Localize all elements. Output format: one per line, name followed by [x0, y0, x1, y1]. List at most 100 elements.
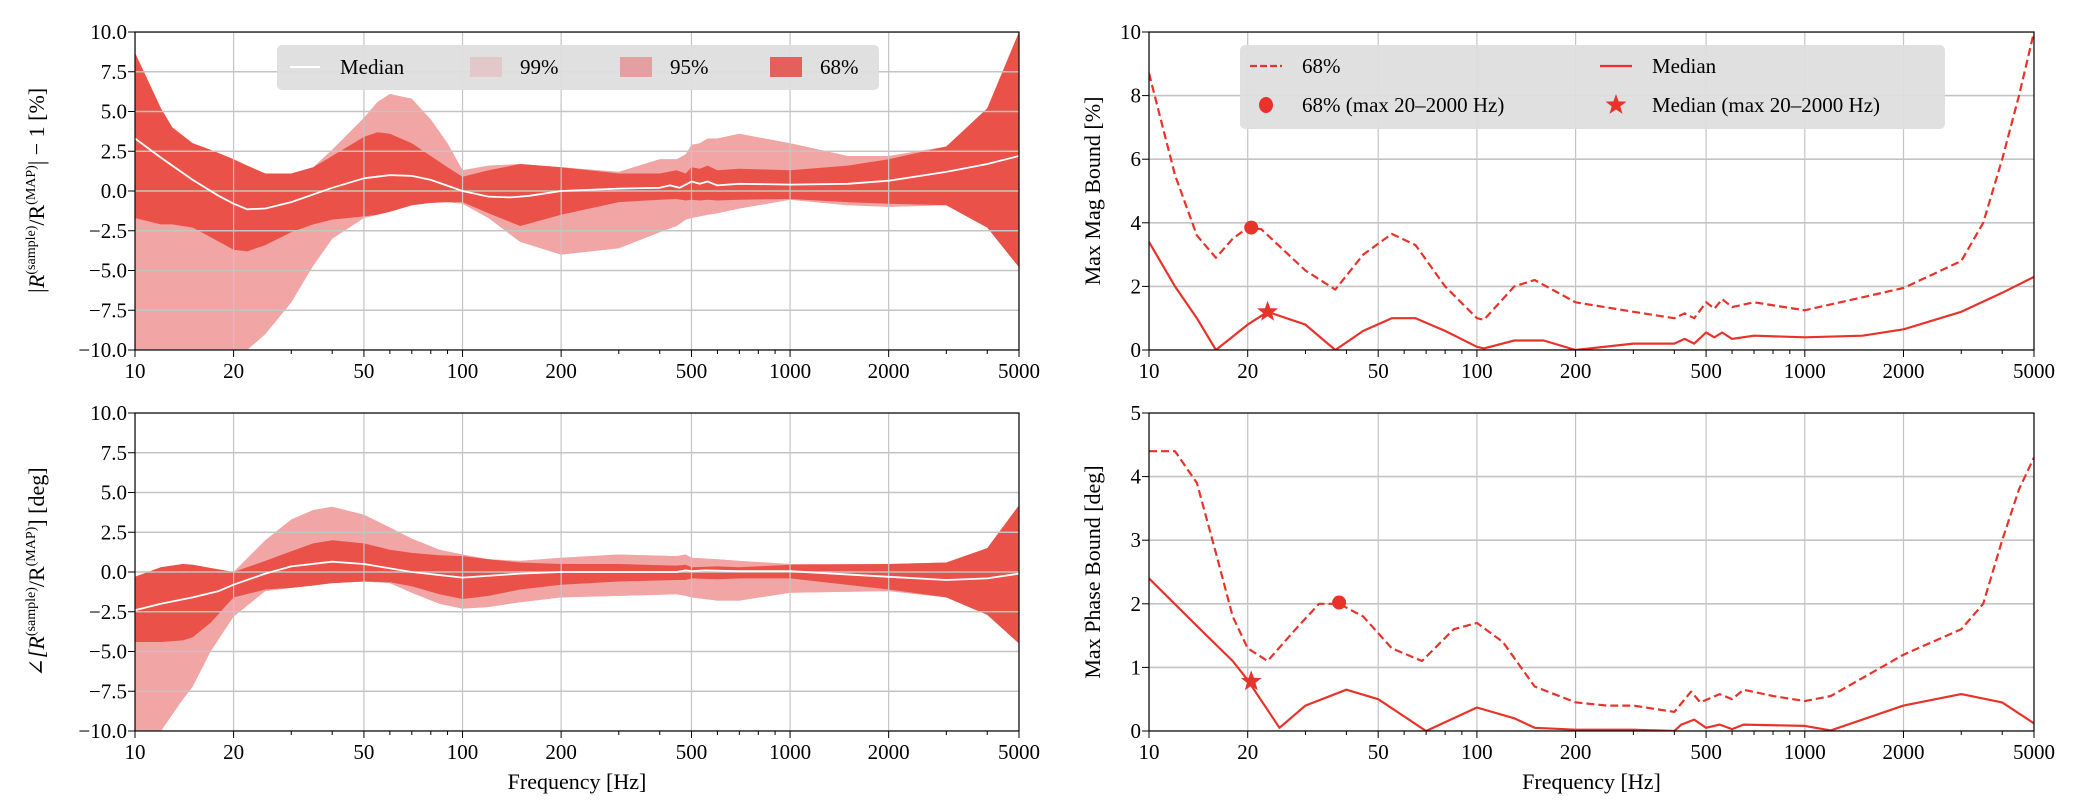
- marker-star-median-max: [1257, 300, 1279, 321]
- y-tick-label: −5.0: [89, 259, 127, 283]
- legend-box: [1240, 45, 1945, 129]
- axes-frame: [1148, 31, 2035, 351]
- x-tick-label: 1000: [1784, 740, 1826, 764]
- x-axis-label: Frequency [Hz]: [1522, 769, 1661, 794]
- y-axis-label-part: ] [deg]: [24, 467, 49, 526]
- marker-star-median-max: [1240, 670, 1262, 691]
- series-line-68pct: [1149, 450, 2034, 713]
- panel-max-phase-bound: 10 20 50 100 200 500 1000 2000 5000 0 1 2 3 4 5 Max Pha…: [1080, 401, 2055, 794]
- x-tick-label: 100: [447, 359, 479, 383]
- y-tick-label: 8: [1131, 84, 1142, 108]
- legend-patch-68pct: [770, 57, 802, 77]
- y-axis-label-part: /R: [24, 205, 49, 226]
- x-tick-label: 200: [545, 359, 577, 383]
- x-tick-label: 500: [1690, 359, 1722, 383]
- x-tick-label: 500: [676, 359, 708, 383]
- x-tick-label: 10: [1139, 740, 1160, 764]
- legend-patch-99pct: [470, 57, 502, 77]
- x-tick-label: 1000: [769, 740, 811, 764]
- x-tick-label: 100: [447, 740, 479, 764]
- y-axis-label: ∠[R(sample)/R(MAP)] [deg]: [24, 467, 49, 676]
- x-tick-label: 2000: [1883, 740, 1925, 764]
- y-axis-label: Max Mag Bound [%]: [1080, 97, 1105, 286]
- y-tick-label: 3: [1131, 528, 1142, 552]
- panel-mag-ratio: 10 20 50 100 200 500 1000 2000 5000 −10.0 −7.5 −5.0…: [24, 20, 1040, 383]
- y-tick-label: 2: [1131, 592, 1142, 616]
- legend-label: 68%: [1302, 54, 1341, 78]
- legend-label: Median: [1652, 54, 1717, 78]
- y-tick-label: 0.0: [101, 179, 127, 203]
- panel-max-mag-bound: 10 20 50 100 200 500 1000 2000 5000 0 2 4 6 8 10 Max Ma…: [1080, 20, 2055, 383]
- x-tick-label: 10: [125, 740, 146, 764]
- panel-phase-ratio: 10 20 50 100 200 500 1000 2000 5000 −10.0 −7.5 −5.0…: [24, 401, 1040, 794]
- y-tick-label: 0: [1131, 338, 1142, 362]
- y-axis-label-part: (MAP): [24, 165, 39, 205]
- y-tick-label: 0: [1131, 719, 1142, 743]
- y-tick-label: 10.0: [90, 20, 127, 44]
- x-tick-label: 2000: [868, 359, 910, 383]
- y-tick-label: 2: [1131, 274, 1142, 298]
- y-axis-label-part: Max Mag Bound [%]: [1080, 97, 1105, 286]
- y-axis-label-part: (MAP): [24, 526, 39, 566]
- plot-area: [1149, 413, 2034, 731]
- y-tick-label: 0.0: [101, 560, 127, 584]
- y-axis-label-part: | − 1 [%]: [24, 88, 49, 165]
- y-axis-label-part: (sample): [24, 225, 39, 274]
- x-axis-label: Frequency [Hz]: [508, 769, 647, 794]
- y-tick-label: 5.0: [101, 481, 127, 505]
- y-axis-label-part: /R: [24, 566, 49, 587]
- x-tick-label: 1000: [1784, 359, 1826, 383]
- x-tick-label: 5000: [998, 740, 1040, 764]
- y-axis-label-part: Max Phase Bound [deg]: [1080, 465, 1105, 678]
- x-tick-label: 20: [1237, 740, 1258, 764]
- y-tick-label: 2.5: [101, 520, 127, 544]
- x-tick-label: 100: [1461, 740, 1493, 764]
- x-tick-label: 1000: [769, 359, 811, 383]
- x-tick-label: 200: [1560, 740, 1592, 764]
- x-tick-label: 50: [353, 740, 374, 764]
- marker-circle-68pct-max: [1332, 595, 1347, 610]
- x-tick-label: 500: [676, 740, 708, 764]
- y-tick-label: 5: [1131, 401, 1142, 425]
- y-tick-label: 7.5: [101, 441, 127, 465]
- marker-circle-68pct-max: [1244, 220, 1259, 235]
- plot-area: [135, 413, 1019, 731]
- legend-label: 68%: [820, 55, 859, 79]
- y-tick-label: 4: [1131, 465, 1142, 489]
- legend-label: Median: [340, 55, 405, 79]
- y-tick-label: −2.5: [89, 600, 127, 624]
- legend-label: Median (max 20–2000 Hz): [1652, 93, 1880, 117]
- series-line-median: [135, 137, 1019, 211]
- x-tick-label: 5000: [2013, 359, 2055, 383]
- y-tick-label: 6: [1131, 147, 1142, 171]
- x-tick-label: 20: [1237, 359, 1258, 383]
- series-line-68pct: [1149, 32, 2034, 321]
- plot-area: [1149, 32, 2034, 350]
- x-tick-label: 20: [223, 740, 244, 764]
- x-tick-label: 50: [1368, 359, 1389, 383]
- x-tick-label: 5000: [998, 359, 1040, 383]
- y-axis-label: |R(sample)/R(MAP)| − 1 [%]: [24, 88, 49, 294]
- x-tick-label: 500: [1690, 740, 1722, 764]
- series-line-median: [135, 560, 1019, 612]
- band-95pct: [135, 505, 1019, 731]
- y-tick-label: 4: [1131, 211, 1142, 235]
- axes-frame: [1148, 412, 2035, 732]
- band-68pct: [135, 32, 1019, 268]
- y-axis-label-part: (sample): [24, 587, 39, 636]
- legend-label: 99%: [520, 55, 559, 79]
- series-line-median: [1149, 577, 2034, 731]
- y-tick-label: −2.5: [89, 219, 127, 243]
- legend-marker-star: [1605, 94, 1627, 114]
- y-axis-label: Max Phase Bound [deg]: [1080, 465, 1105, 678]
- x-tick-label: 50: [1368, 740, 1389, 764]
- legend-patch-95pct: [620, 57, 652, 77]
- legend-box: [277, 45, 879, 90]
- y-tick-label: −7.5: [89, 298, 127, 322]
- x-tick-label: 10: [125, 359, 146, 383]
- legend-label: 68% (max 20–2000 Hz): [1302, 93, 1504, 117]
- x-tick-label: 200: [1560, 359, 1592, 383]
- legend-label: 95%: [670, 55, 709, 79]
- y-tick-label: −10.0: [78, 338, 127, 362]
- band-68pct: [135, 505, 1019, 644]
